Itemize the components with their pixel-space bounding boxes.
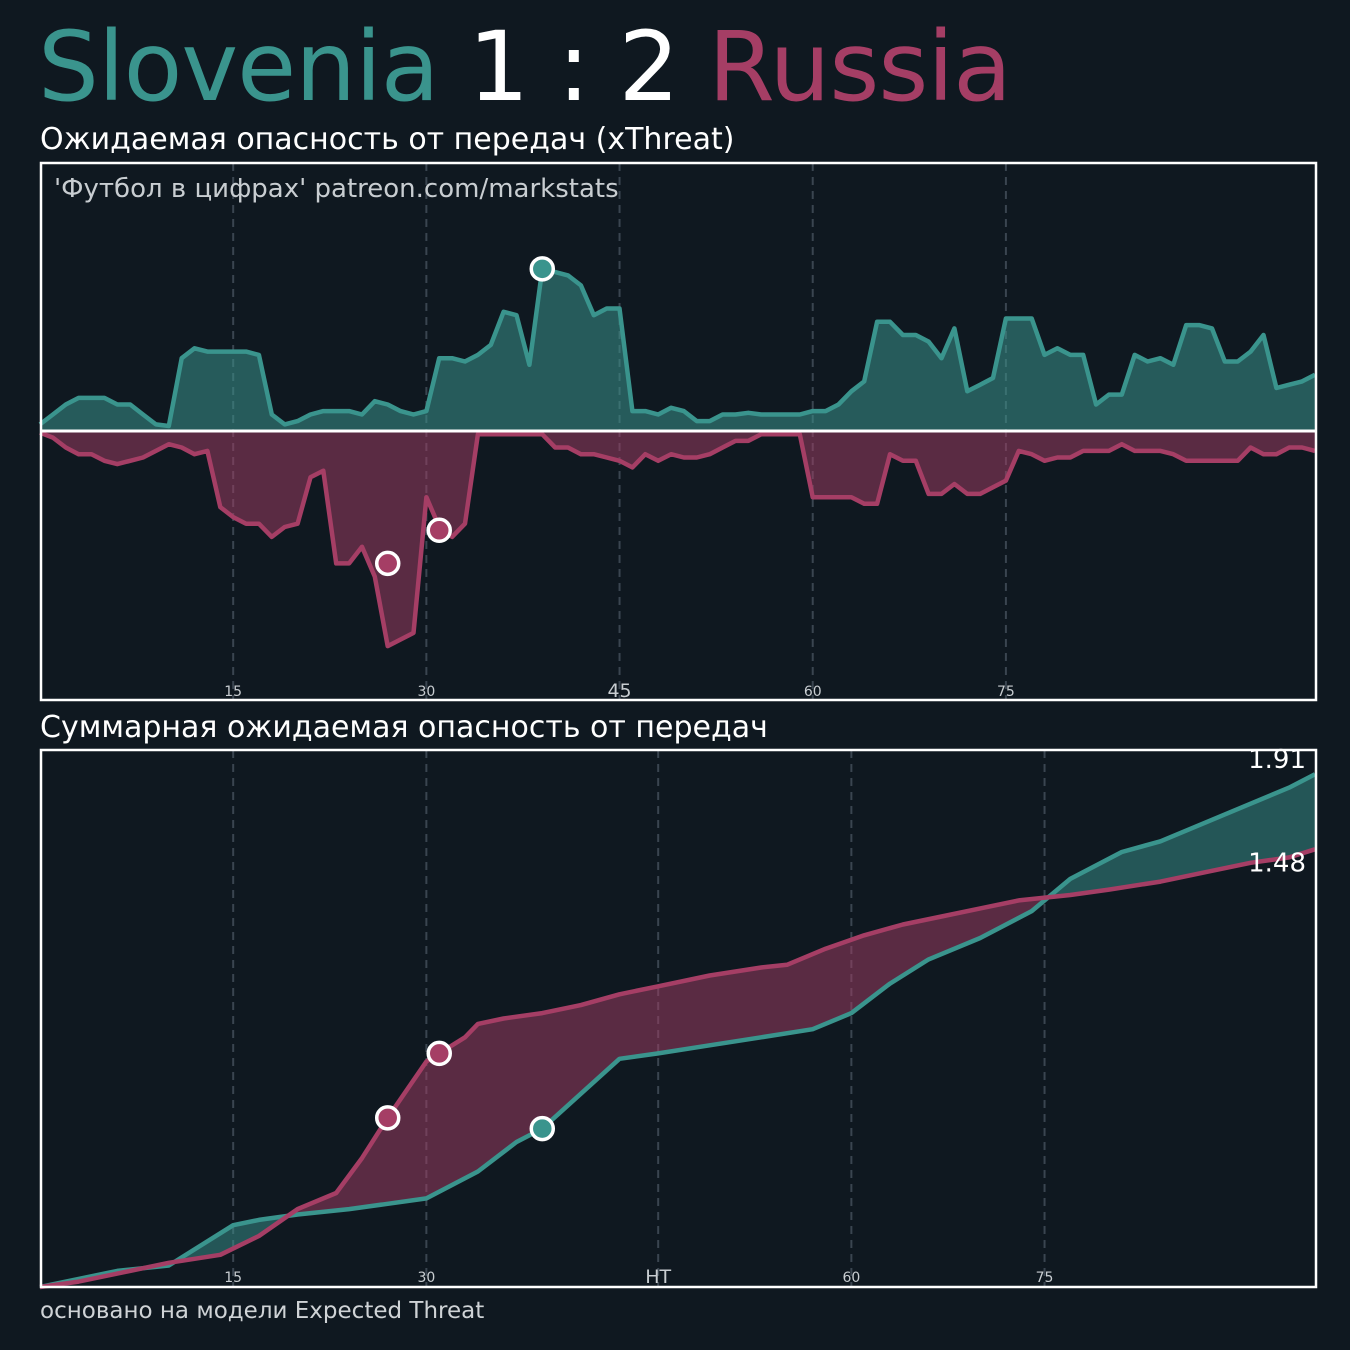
cumulative-goal-marker-home-0 (529, 1115, 556, 1142)
xthreat-goal-marker-away-1 (426, 517, 452, 544)
xthreat-line-home (38, 266, 1317, 429)
match-scoreline: Slovenia 1 : 2 Russia (38, 11, 1012, 123)
xthreat-line-away (39, 430, 1316, 649)
cumulative-panel-frame (39, 748, 1318, 1289)
xthreat-area-home (40, 268, 1315, 431)
xthreat-goal-marker-away-0 (374, 550, 401, 577)
cumulative-tick-label-75: 75 (1036, 1270, 1054, 1286)
cumulative-tick-label-15: 15 (224, 1270, 242, 1286)
xthreat-goal-marker-home-0 (529, 256, 556, 282)
cumulative-tick-label-HT: HT (645, 1266, 671, 1288)
cumulative-line-home (39, 772, 1317, 1290)
xthreat-tick-label-45: 45 (607, 680, 631, 702)
cumulative-line-away (39, 847, 1316, 1290)
xthreat-tick-label-60: 60 (804, 684, 822, 700)
cumulative-final-label-away: 1.48 (1248, 848, 1306, 878)
xthreat-tick-label-30: 30 (417, 684, 435, 700)
away-team-name: Russia (708, 11, 1012, 123)
cumulative-tick-label-30: 30 (417, 1270, 435, 1286)
cumulative-lead-area-away (291, 895, 1052, 1216)
watermark-text: 'Футбол в цифрах' patreon.com/markstats (54, 174, 619, 204)
cumulative-tick-label-60: 60 (842, 1270, 860, 1286)
cumulative-goal-marker-away-1 (426, 1040, 452, 1067)
xthreat-chart-title: Ожидаемая опасность от передач (xThreat) (40, 122, 735, 157)
home-team-name: Slovenia (38, 11, 440, 123)
score: 1 : 2 (468, 11, 680, 123)
cumulative-goal-marker-away-0 (374, 1105, 401, 1131)
xthreat-area-away (40, 431, 1315, 647)
footer-note: основано на модели Expected Threat (40, 1298, 485, 1324)
xthreat-tick-label-75: 75 (997, 684, 1015, 700)
xthreat-panel-frame (39, 161, 1318, 702)
cumulative-lead-area-home (175, 1213, 292, 1262)
xthreat-tick-label-15: 15 (224, 684, 242, 700)
cumulative-chart-title: Суммарная ожидаемая опасность от передач (40, 710, 768, 745)
